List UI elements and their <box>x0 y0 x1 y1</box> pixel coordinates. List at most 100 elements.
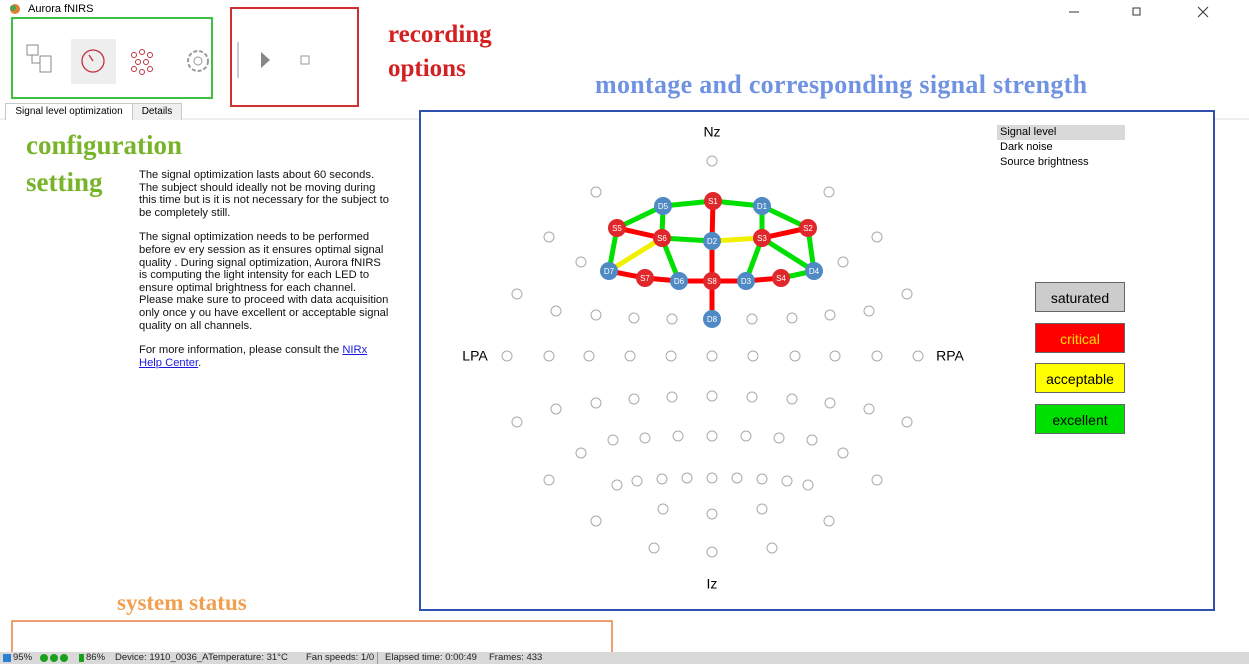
config-annotation-box <box>11 17 213 99</box>
legend-item: saturated <box>1035 282 1125 312</box>
recording-annotation-box <box>230 7 359 107</box>
empty-position <box>746 313 758 325</box>
optode <box>753 197 771 215</box>
optode-label: D8 <box>707 315 718 324</box>
layout-icon[interactable] <box>26 44 39 56</box>
settings-icon-part <box>193 56 203 66</box>
annotation-label: recording <box>388 21 492 48</box>
stop-button[interactable] <box>300 55 310 65</box>
optode-label: S6 <box>657 234 667 243</box>
empty-position <box>781 475 793 487</box>
optode <box>703 232 721 250</box>
channel <box>760 235 816 274</box>
menu-item[interactable]: Signal level <box>997 125 1125 140</box>
empty-position <box>607 434 619 446</box>
empty-position <box>740 430 752 442</box>
optode-label: D6 <box>674 277 685 286</box>
empty-position <box>863 403 875 415</box>
window-title: Aurora fNIRS <box>28 3 94 15</box>
optode-label: D5 <box>658 202 669 211</box>
empty-position <box>863 305 875 317</box>
tab[interactable]: Details <box>132 103 182 120</box>
empty-position <box>511 288 523 300</box>
channel <box>607 235 664 274</box>
description-paragraph: For more information, please consult the… <box>139 344 389 369</box>
temperature: Temperature: 31°C <box>208 652 288 663</box>
gauge-button[interactable] <box>71 39 116 84</box>
menu-item[interactable]: Source brightness <box>1000 156 1089 168</box>
signal-value: 95% <box>13 652 33 663</box>
restore-button[interactable] <box>1132 7 1141 16</box>
empty-position <box>901 416 913 428</box>
empty-position <box>731 472 743 484</box>
empty-position <box>611 479 623 491</box>
optode <box>653 229 671 247</box>
empty-position <box>543 474 555 486</box>
optode <box>703 272 721 290</box>
optode <box>608 219 626 237</box>
empty-position <box>706 472 718 484</box>
frames: Frames: 433 <box>489 652 543 663</box>
layout-icon-part <box>31 55 40 64</box>
optode <box>636 269 654 287</box>
empty-position <box>550 305 562 317</box>
gauge-needle <box>88 54 94 62</box>
settings-icon[interactable] <box>187 50 209 72</box>
landmark-label: Nz <box>703 124 720 140</box>
empty-position <box>590 186 602 198</box>
optode <box>670 272 688 290</box>
optode-label: D7 <box>604 267 615 276</box>
status-annotation-box <box>11 620 613 664</box>
empty-position <box>583 350 595 362</box>
empty-position <box>672 430 684 442</box>
optode <box>600 262 618 280</box>
help-link[interactable]: NIRx Help Center <box>139 344 368 369</box>
status-dot <box>40 654 48 662</box>
optode-label: S5 <box>612 224 622 233</box>
empty-position <box>575 447 587 459</box>
empty-position <box>628 312 640 324</box>
optode-label: D3 <box>741 277 752 286</box>
optode <box>703 310 721 328</box>
status-bar: 95% 86% Device: 1910_0036_A Temperature:… <box>0 652 1249 664</box>
optode-label: S1 <box>708 197 718 206</box>
legend-item: critical <box>1035 322 1125 353</box>
empty-position <box>871 474 883 486</box>
description-paragraph: The signal optimization needs to be perf… <box>139 231 389 332</box>
status-dot <box>50 654 58 662</box>
description-paragraph: The signal optimization lasts about 60 s… <box>139 169 389 219</box>
empty-position <box>802 479 814 491</box>
optode <box>704 192 722 210</box>
close-button[interactable] <box>1197 6 1209 18</box>
empty-position <box>666 313 678 325</box>
empty-position <box>511 416 523 428</box>
empty-position <box>837 256 849 268</box>
empty-position <box>766 542 778 554</box>
play-button[interactable] <box>261 52 270 68</box>
empty-position <box>756 503 768 515</box>
empty-position <box>871 231 883 243</box>
empty-position <box>665 350 677 362</box>
annotation-label: configuration <box>26 130 183 160</box>
empty-position <box>829 350 841 362</box>
signal-icon <box>3 654 11 662</box>
landmark-label: Iz <box>707 576 718 592</box>
empty-position <box>756 473 768 485</box>
optode <box>772 269 790 287</box>
tab-active[interactable]: Signal level optimization <box>5 103 133 120</box>
optode <box>799 219 817 237</box>
landmark-label: RPA <box>936 348 964 364</box>
legend-item: excellent <box>1035 404 1125 435</box>
empty-position <box>901 288 913 300</box>
empty-position <box>501 350 513 362</box>
battery-value: 86% <box>86 652 106 663</box>
menu-item[interactable]: Dark noise <box>1000 141 1053 153</box>
optode <box>753 229 771 247</box>
gauge-icon <box>81 49 105 73</box>
empty-position <box>912 350 924 362</box>
montage-icon[interactable] <box>131 49 153 75</box>
empty-position <box>706 155 718 167</box>
optode-label: S2 <box>803 224 813 233</box>
